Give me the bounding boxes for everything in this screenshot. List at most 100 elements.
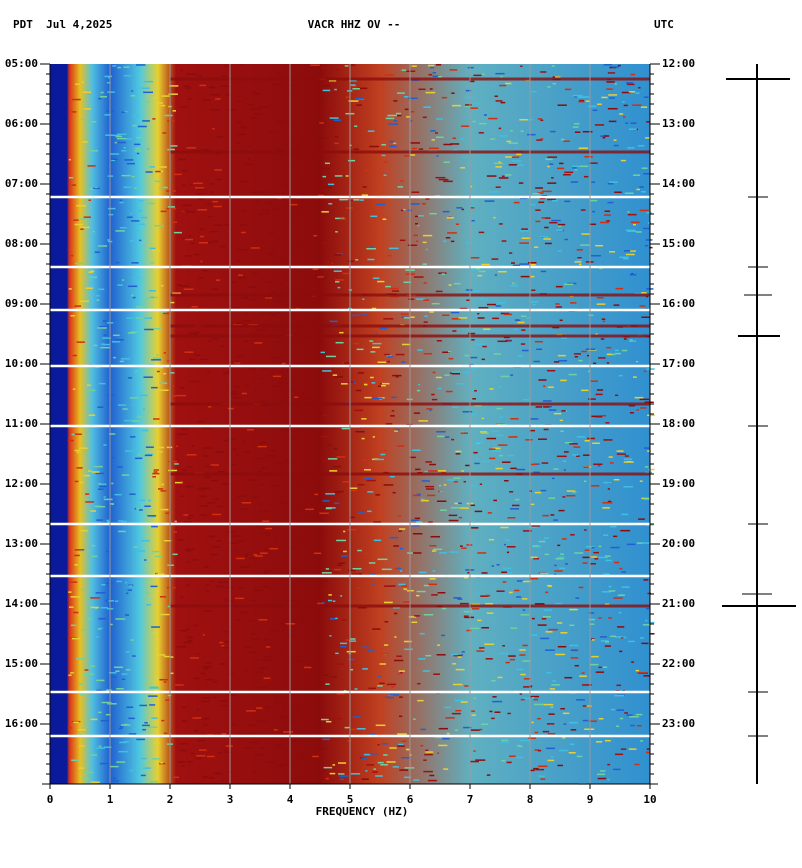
speckle [649, 621, 655, 624]
speckle [356, 104, 362, 106]
speckle [92, 155, 95, 157]
speckle [530, 203, 536, 206]
speckle [397, 92, 405, 94]
speckle [410, 154, 416, 156]
speckle [197, 75, 203, 77]
speckle [539, 138, 544, 140]
speckle [237, 121, 241, 123]
speckle [95, 366, 100, 369]
speckle [295, 660, 303, 663]
speckle [266, 194, 272, 197]
speckle [574, 131, 581, 133]
speckle [519, 693, 523, 695]
speckle [188, 466, 193, 468]
speckle [313, 552, 322, 555]
y-tick-label: 14:00 [5, 597, 38, 610]
speckle [295, 706, 303, 709]
speckle [493, 499, 498, 502]
speckle [467, 406, 471, 409]
speckle [473, 451, 478, 454]
speckle [238, 733, 245, 735]
speckle [505, 82, 512, 85]
speckle [245, 163, 253, 166]
speckle [431, 302, 440, 305]
speckle [639, 209, 649, 212]
speckle [574, 552, 584, 554]
speckle [646, 751, 650, 754]
speckle [296, 659, 307, 662]
speckle [130, 331, 138, 333]
speckle [334, 136, 339, 138]
speckle [220, 704, 228, 707]
speckle [519, 263, 530, 265]
speckle [86, 384, 91, 386]
speckle [160, 210, 167, 213]
speckle [89, 150, 98, 152]
speckle [462, 410, 473, 413]
speckle [564, 88, 572, 91]
speckle [219, 345, 224, 348]
speckle [453, 282, 461, 285]
speckle [327, 183, 335, 186]
speckle [481, 626, 489, 629]
speckle [572, 94, 583, 97]
speckle [268, 76, 271, 78]
speckle [449, 69, 458, 71]
speckle [450, 311, 460, 314]
speckle [193, 624, 198, 627]
speckle [549, 163, 554, 165]
speckle [495, 166, 503, 168]
speckle [159, 678, 169, 681]
speckle [97, 711, 102, 714]
speckle [641, 542, 650, 544]
speckle [469, 627, 480, 630]
speckle [646, 368, 655, 370]
speckle [420, 744, 424, 747]
speckle [547, 759, 555, 762]
speckle [543, 406, 550, 408]
speckle [629, 339, 633, 341]
speckle [241, 495, 246, 497]
speckle [293, 599, 304, 602]
speckle [136, 152, 140, 155]
speckle [601, 591, 611, 593]
speckle [505, 156, 513, 158]
speckle [181, 720, 187, 722]
speckle [131, 294, 134, 297]
speckle [520, 130, 524, 132]
speckle [530, 503, 535, 506]
speckle [151, 359, 161, 361]
speckle [384, 601, 393, 604]
speckle [460, 138, 465, 140]
speckle [336, 456, 346, 458]
speckle [523, 678, 531, 680]
speckle [641, 642, 649, 645]
speckle [203, 566, 209, 568]
speckle [212, 696, 217, 699]
speckle [639, 637, 645, 639]
speckle [643, 675, 651, 677]
speckle [577, 257, 582, 259]
speckle [227, 370, 232, 372]
speckle [229, 393, 239, 395]
speckle [197, 188, 206, 191]
speckle [492, 447, 501, 450]
speckle [381, 653, 389, 655]
speckle [190, 380, 199, 383]
speckle [252, 770, 257, 773]
speckle [506, 140, 512, 143]
speckle [148, 290, 157, 292]
speckle [198, 277, 204, 279]
speckle [421, 203, 427, 205]
speckle [261, 378, 265, 380]
speckle [570, 657, 579, 659]
speckle [600, 414, 607, 417]
speckle [522, 580, 532, 583]
speckle [210, 338, 218, 340]
x-tick-label: 5 [347, 793, 354, 806]
speckle [207, 502, 212, 504]
speckle [210, 464, 220, 466]
speckle [486, 437, 497, 440]
speckle [199, 358, 209, 361]
speckle [372, 436, 375, 438]
